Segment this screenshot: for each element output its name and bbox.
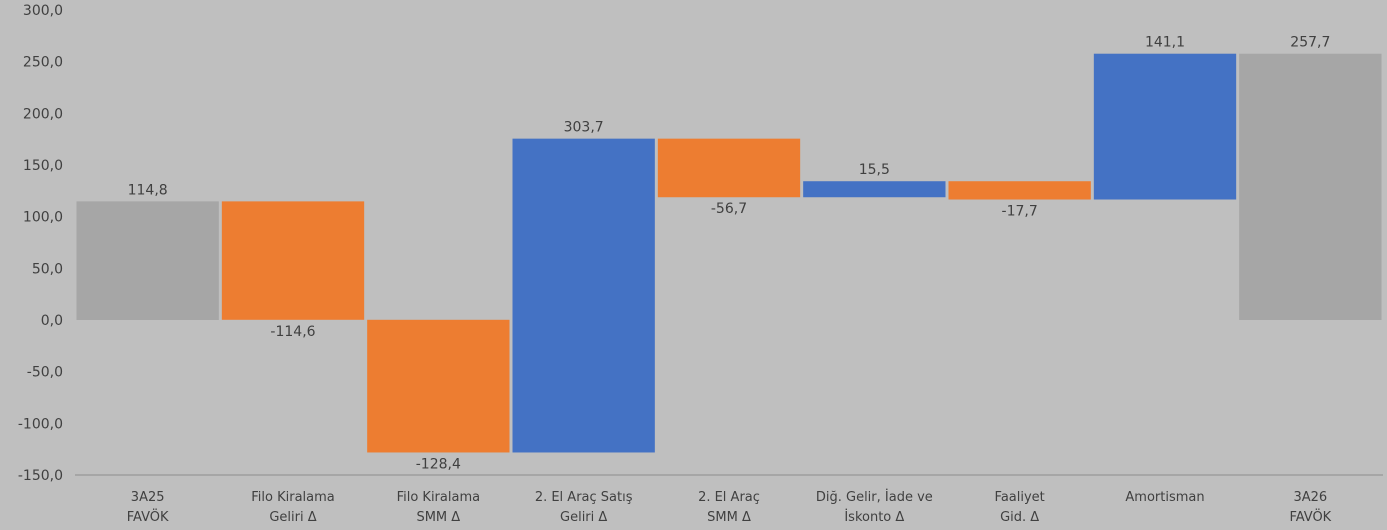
bar-total	[1239, 53, 1382, 321]
y-tick-label: -50,0	[27, 365, 63, 381]
y-tick-label: -150,0	[18, 468, 63, 484]
y-tick-label: 100,0	[23, 210, 63, 226]
y-tick-label: 200,0	[23, 106, 63, 122]
x-tick-label: SMM Δ	[416, 510, 460, 525]
y-tick-label: 150,0	[23, 158, 63, 174]
bar-increase	[1093, 53, 1237, 200]
x-tick-label: Geliri Δ	[560, 510, 607, 525]
x-tick-label: FAVÖK	[1289, 508, 1331, 525]
data-label: 303,7	[564, 120, 604, 136]
bar-decrease	[657, 138, 801, 198]
data-label: 15,5	[859, 162, 890, 178]
x-tick-label: 2. El Araç Satış	[535, 490, 633, 505]
data-label: -17,7	[1002, 204, 1038, 220]
x-tick-label: Filo Kiralama	[397, 490, 481, 505]
bar-total	[76, 201, 219, 320]
x-tick-label: Diğ. Gelir, İade ve	[816, 489, 933, 505]
x-tick-label: Gid. Δ	[1000, 510, 1039, 525]
x-tick-label: SMM Δ	[707, 510, 751, 525]
x-tick-label: Faaliyet	[995, 490, 1045, 505]
data-label: -114,6	[270, 324, 315, 340]
data-label: -56,7	[711, 201, 747, 217]
x-tick-label: FAVÖK	[127, 508, 169, 525]
data-label: 114,8	[128, 182, 168, 198]
bar-increase	[803, 181, 946, 198]
x-tick-label: Filo Kiralama	[251, 490, 335, 505]
bar-decrease	[367, 319, 510, 453]
y-tick-label: 300,0	[23, 3, 63, 19]
data-label: 141,1	[1145, 35, 1185, 51]
x-tick-label: Geliri Δ	[269, 510, 316, 525]
y-tick-label: 0,0	[41, 313, 63, 329]
data-label: -128,4	[416, 456, 461, 472]
x-tick-label: 2. El Araç	[698, 490, 760, 505]
x-tick-label: 3A25	[131, 490, 165, 505]
bar-increase	[512, 138, 655, 453]
x-tick-label: Amortisman	[1125, 490, 1204, 505]
y-tick-label: 250,0	[23, 55, 63, 71]
x-tick-label: İskonto Δ	[844, 509, 904, 525]
data-label: 257,7	[1290, 35, 1330, 51]
x-tick-label: 3A26	[1293, 490, 1327, 505]
bar-decrease	[948, 181, 1091, 200]
y-tick-label: -100,0	[18, 416, 63, 432]
y-tick-label: 50,0	[32, 261, 63, 277]
bar-decrease	[221, 201, 365, 320]
